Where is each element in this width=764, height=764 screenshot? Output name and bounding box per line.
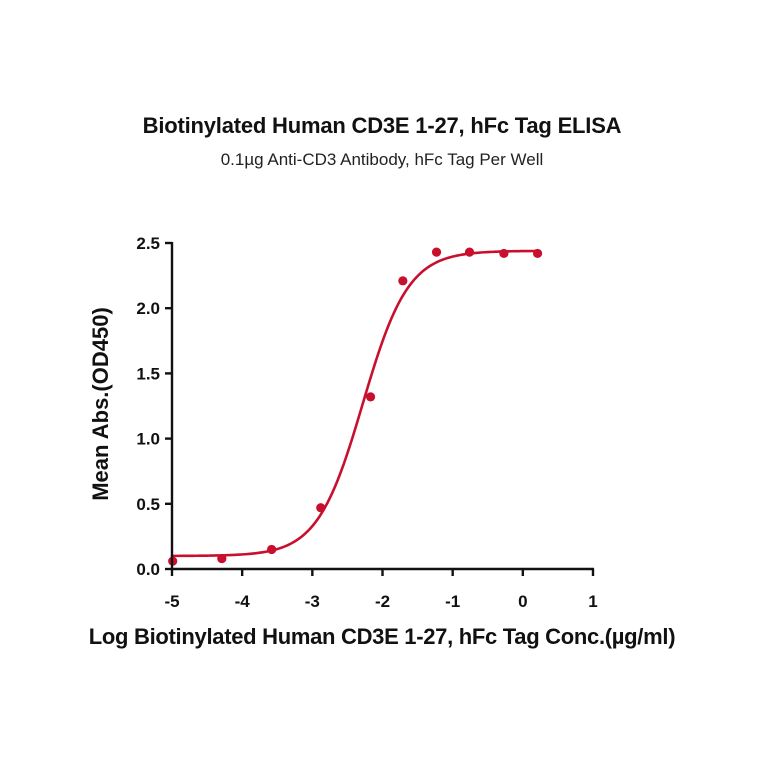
y-tick-label: 1.0	[136, 430, 160, 449]
x-tick-label: -2	[375, 592, 390, 611]
y-tick-label: 0.5	[136, 495, 160, 514]
data-point	[431, 247, 442, 257]
chart-title: Biotinylated Human CD3E 1-27, hFc Tag EL…	[142, 113, 622, 138]
fit-curve	[170, 249, 539, 558]
x-tick-label: -3	[305, 592, 320, 611]
data-point	[499, 248, 509, 259]
data-point	[398, 276, 408, 286]
data-point	[532, 248, 543, 259]
x-axis: -5 -4 -3 -2 -1 0 1	[164, 567, 598, 611]
data-point	[217, 553, 227, 564]
y-axis: 0.0 0.5 1.0 1.5 2.0 2.5	[136, 234, 174, 579]
fit-curve-group	[170, 249, 539, 558]
y-axis-label: Mean Abs.(OD450)	[88, 307, 113, 501]
x-tick-label: 1	[588, 592, 597, 611]
chart-subtitle: 0.1µg Anti-CD3 Antibody, hFc Tag Per Wel…	[220, 150, 544, 169]
y-tick-label: 1.5	[136, 364, 160, 383]
data-point	[267, 544, 277, 555]
data-point	[365, 392, 376, 402]
x-tick-label: 0	[518, 592, 527, 611]
y-tick-label: 2.5	[136, 234, 160, 253]
x-tick-label: -1	[445, 592, 460, 611]
y-tick-label: 0.0	[136, 560, 160, 579]
x-tick-label: -4	[235, 592, 251, 611]
data-point	[316, 503, 326, 513]
y-tick-label: 2.0	[136, 299, 160, 318]
data-point	[464, 247, 475, 257]
x-tick-label: -5	[164, 592, 179, 611]
data-points	[168, 247, 543, 566]
x-axis-label: Log Biotinylated Human CD3E 1-27, hFc Ta…	[88, 624, 676, 649]
